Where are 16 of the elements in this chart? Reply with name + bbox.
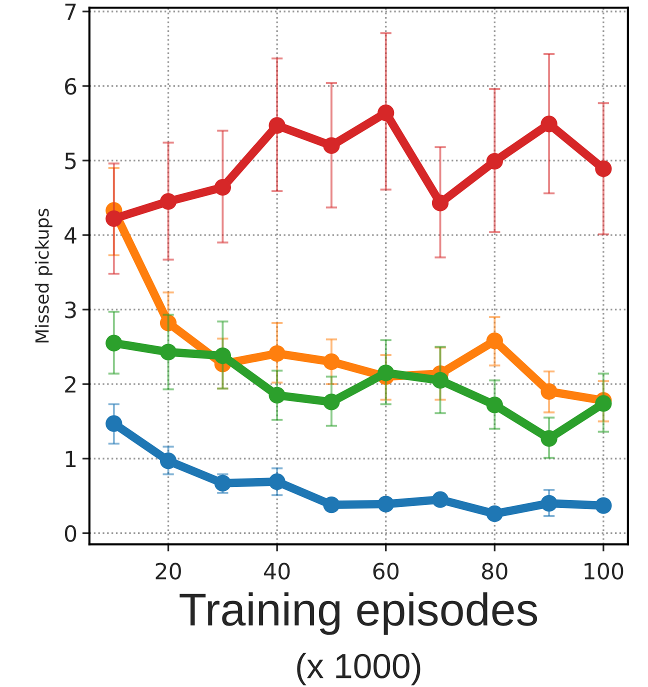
- y-tick-label: 5: [65, 152, 76, 170]
- x-tick-label: 80: [482, 562, 508, 580]
- x-tick-label: 100: [584, 562, 624, 580]
- x-tick-label: 20: [156, 562, 181, 580]
- y-tick-label: 6: [65, 78, 76, 95]
- y-tick-label: 2: [65, 376, 76, 393]
- y-tick-label: 7: [65, 4, 76, 20]
- y-tick-label: 4: [64, 227, 76, 244]
- y-tick-label: 1: [66, 450, 76, 468]
- y-tick-label: 0: [64, 525, 76, 542]
- x-axis-title: Training episodes: [180, 592, 538, 635]
- y-tick-label: 3: [65, 302, 76, 318]
- x-tick-label: 40: [264, 562, 290, 580]
- text: (x 1000): [297, 652, 420, 686]
- y-axis-title: Missed pickups: [34, 208, 52, 342]
- x-tick-label: 60: [373, 562, 399, 580]
